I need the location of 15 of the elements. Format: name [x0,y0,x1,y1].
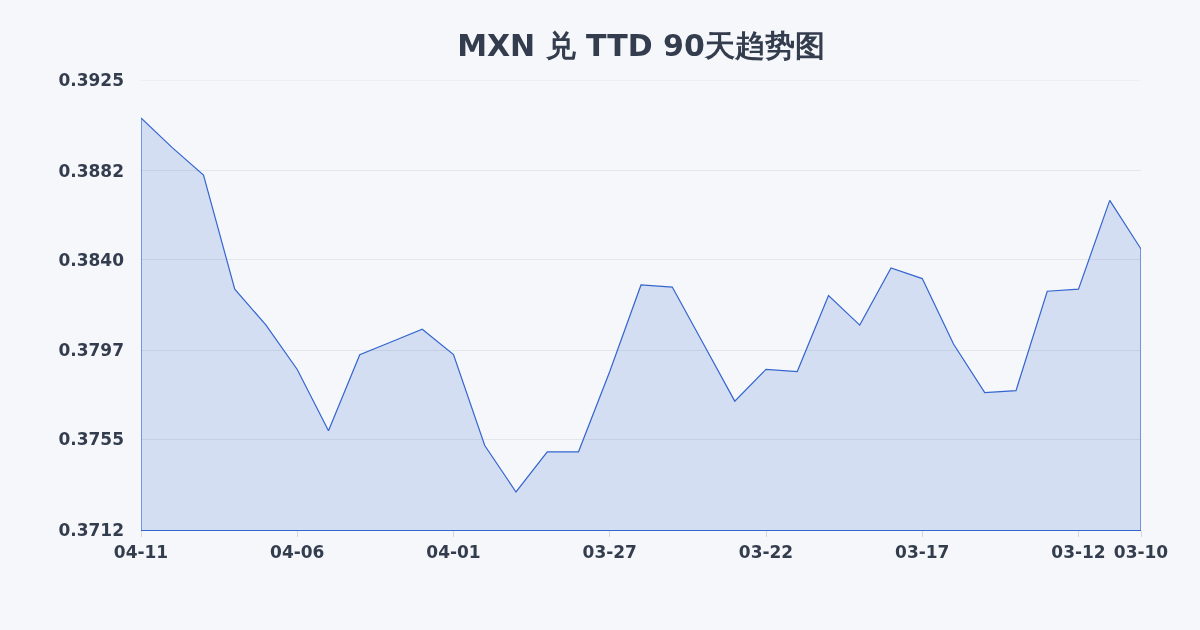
y-tick-label: 0.3755 [58,429,124,450]
y-tick-label: 0.3840 [58,249,125,270]
x-tick-label: 04-11 [113,541,169,562]
x-tick-label: 04-06 [270,541,325,562]
y-tick-label: 0.3882 [58,160,124,181]
y-tick-label: 0.3925 [58,69,124,90]
x-tick-label: 03-10 [1113,541,1169,562]
x-tick-label: 03-22 [738,541,794,562]
x-tick-label: 03-17 [895,541,950,562]
x-tick-label: 03-27 [582,541,637,562]
x-tick-label: 04-01 [426,541,481,562]
y-tick-label: 0.3712 [58,519,124,540]
x-tick-label: 03-12 [1051,541,1106,562]
chart-title: MXN 兑 TTD 90天趋势图 [457,27,825,63]
y-tick-label: 0.3797 [58,340,124,361]
